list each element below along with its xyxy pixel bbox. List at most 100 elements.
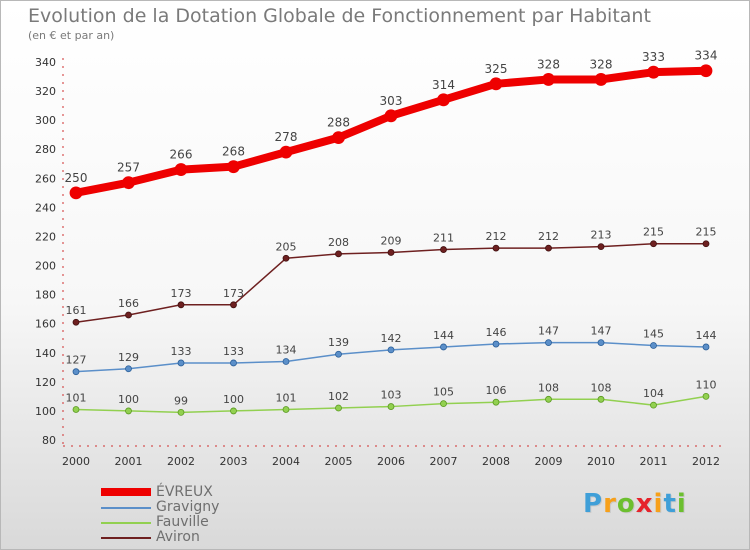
data-label-vreux: 268 (222, 145, 245, 159)
data-point-gravigny (702, 343, 710, 351)
y-tick-label: 100 (35, 405, 56, 418)
data-label-gravigny: 144 (433, 329, 454, 342)
data-point-aviron (230, 301, 237, 309)
data-point-vreux (437, 93, 450, 107)
data-label-fauville: 108 (538, 381, 559, 394)
data-point-vreux (489, 77, 503, 91)
x-tick-label: 2003 (220, 455, 248, 468)
legend-label-evreux: ÉVREUX (156, 484, 213, 500)
logo-letter: P (583, 489, 604, 519)
data-point-aviron (702, 240, 710, 248)
y-tick-label: 340 (35, 56, 56, 69)
series-line-vreux (72, 66, 710, 197)
y-tick-label: 180 (35, 289, 56, 302)
data-point-vreux (542, 73, 555, 86)
data-label-aviron: 173 (171, 287, 192, 300)
data-label-gravigny: 142 (381, 332, 402, 345)
data-point-vreux (279, 145, 293, 159)
logo-letter: x (635, 489, 654, 519)
y-tick-label: 120 (35, 376, 56, 389)
y-tick-label: 80 (42, 434, 56, 447)
legend-label-fauville: Fauville (156, 514, 209, 530)
data-point-vreux (647, 65, 660, 79)
data-label-fauville: 100 (223, 393, 244, 406)
data-label-aviron: 213 (591, 229, 612, 242)
data-label-aviron: 205 (276, 240, 297, 253)
x-tick-label: 2012 (692, 455, 720, 468)
logo-letter: i (676, 489, 687, 519)
legend-swatch-evreux (101, 488, 151, 496)
data-label-aviron: 211 (433, 232, 454, 245)
data-point-gravigny (177, 359, 185, 367)
data-label-fauville: 105 (433, 386, 454, 399)
x-tick-label: 2007 (430, 455, 458, 468)
data-label-gravigny: 147 (591, 325, 612, 338)
data-point-gravigny (387, 346, 395, 354)
data-point-fauville (650, 401, 657, 409)
data-point-gravigny (230, 359, 237, 367)
data-label-aviron: 173 (223, 287, 244, 300)
data-point-fauville (125, 407, 132, 415)
data-point-aviron (72, 318, 80, 326)
data-point-gravigny (650, 342, 657, 349)
data-point-fauville (387, 403, 395, 410)
x-tick-label: 2010 (587, 455, 615, 468)
x-tick-label: 2002 (167, 455, 195, 468)
legend-label-aviron: Aviron (156, 529, 200, 545)
data-label-fauville: 99 (174, 394, 188, 407)
data-label-aviron: 166 (118, 297, 139, 310)
logo-letter: o (616, 489, 636, 519)
data-label-vreux: 266 (170, 148, 193, 162)
data-label-aviron: 212 (486, 230, 507, 243)
data-point-gravigny (335, 350, 342, 358)
x-tick-label: 2008 (482, 455, 510, 468)
data-point-aviron (650, 240, 657, 248)
x-tick-label: 2004 (272, 455, 300, 468)
data-point-aviron (125, 311, 132, 319)
data-point-aviron (597, 243, 605, 251)
data-label-aviron: 209 (381, 234, 402, 247)
data-point-gravigny (282, 358, 290, 365)
data-label-vreux: 325 (485, 62, 508, 76)
data-label-gravigny: 133 (171, 345, 192, 358)
data-point-fauville (177, 408, 185, 416)
data-point-vreux (384, 109, 398, 123)
data-point-fauville (492, 398, 500, 406)
data-label-fauville: 110 (696, 378, 717, 391)
x-tick-label: 2011 (640, 455, 668, 468)
data-point-aviron (440, 246, 447, 253)
data-point-vreux (594, 73, 608, 86)
data-label-gravigny: 139 (328, 336, 349, 349)
logo-letter: r (603, 489, 617, 519)
chart-subtitle: (en € et par an) (28, 29, 115, 42)
data-point-fauville (335, 404, 342, 412)
data-point-fauville (72, 406, 80, 413)
data-label-vreux: 314 (432, 78, 455, 92)
data-label-vreux: 328 (590, 57, 613, 71)
data-label-aviron: 161 (66, 304, 87, 317)
data-point-gravigny (492, 340, 500, 348)
x-tick-label: 2006 (377, 455, 405, 468)
data-label-gravigny: 133 (223, 345, 244, 358)
data-point-vreux (69, 186, 83, 200)
data-label-fauville: 108 (591, 381, 612, 394)
chart-title: Evolution de la Dotation Globale de Fonc… (28, 5, 651, 27)
data-point-fauville (702, 392, 710, 400)
data-label-vreux: 288 (327, 116, 350, 130)
data-point-gravigny (597, 339, 605, 346)
data-point-aviron (492, 244, 500, 252)
data-point-vreux (174, 163, 188, 176)
legend-swatch-gravigny (101, 507, 151, 509)
x-tick-label: 2009 (535, 455, 563, 468)
data-label-fauville: 101 (66, 391, 87, 404)
data-label-fauville: 104 (643, 387, 664, 400)
data-label-vreux: 278 (275, 130, 298, 144)
y-tick-label: 160 (35, 318, 56, 331)
legend-swatch-aviron (101, 537, 151, 539)
data-label-vreux: 303 (380, 94, 403, 108)
data-point-fauville (282, 406, 290, 413)
data-label-vreux: 333 (642, 50, 665, 64)
data-point-gravigny (545, 339, 552, 346)
